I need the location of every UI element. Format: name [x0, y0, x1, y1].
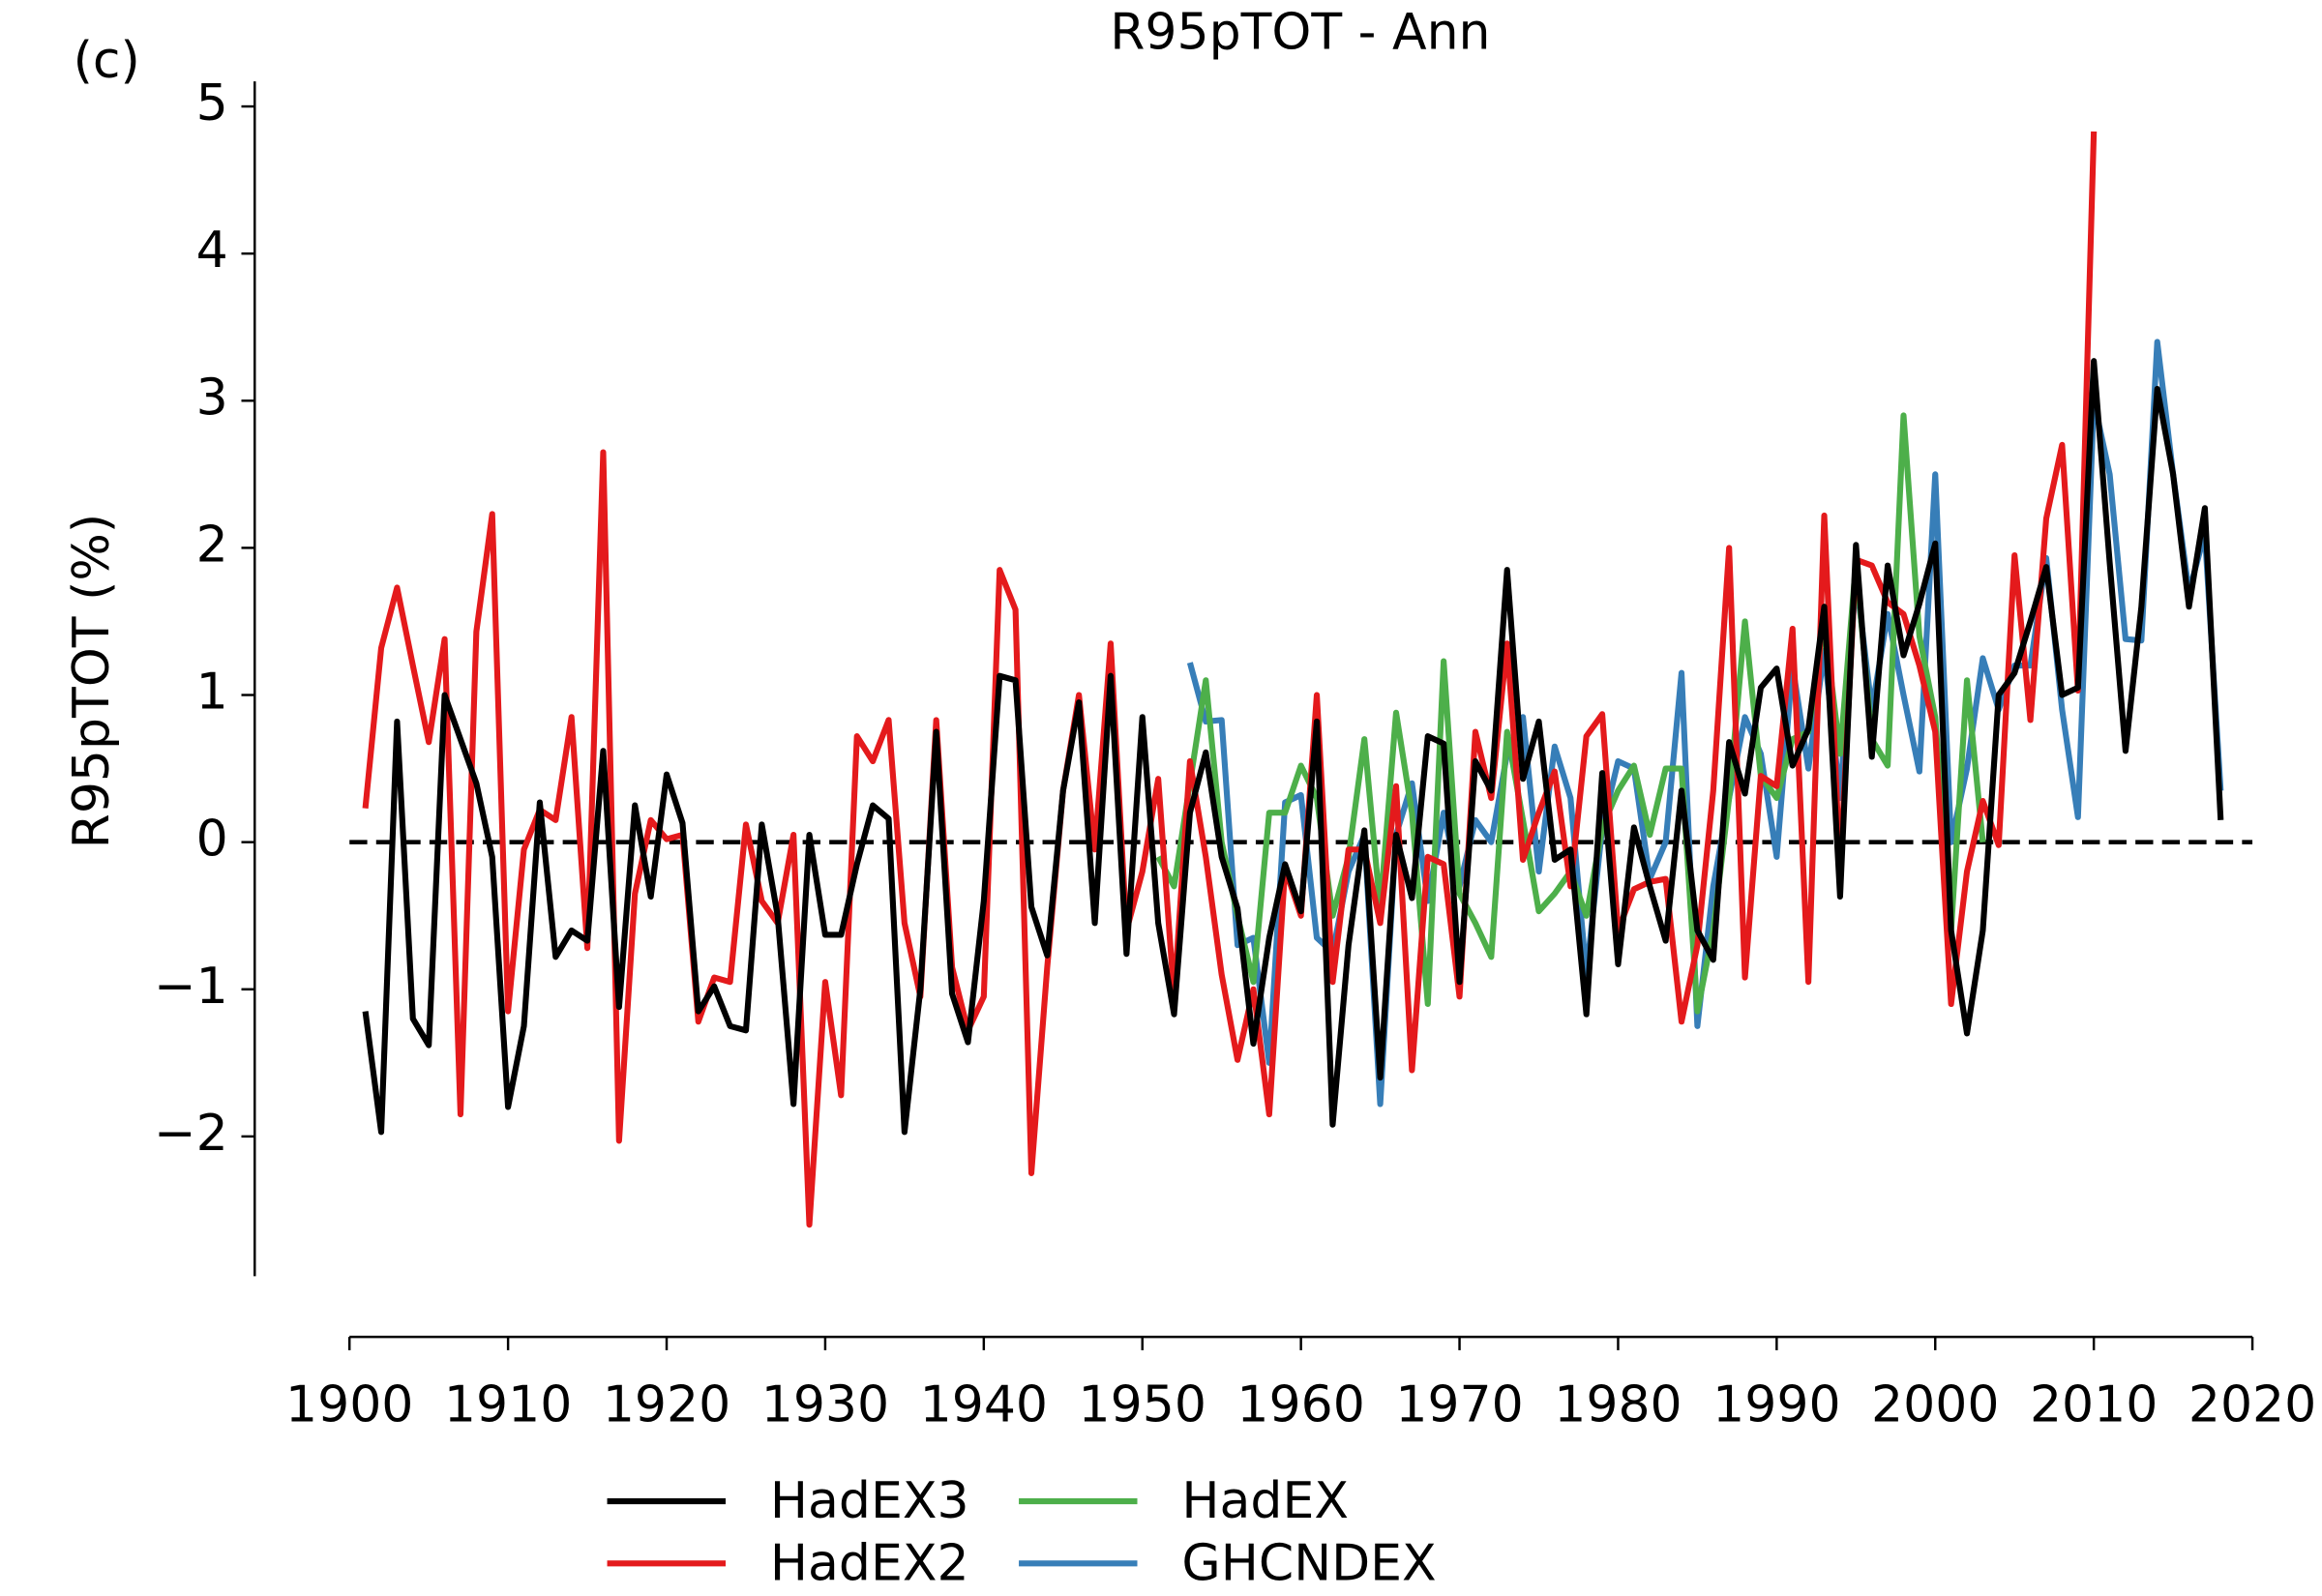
- legend-label: HadEX2: [770, 1534, 969, 1592]
- x-tick-label: 1900: [285, 1376, 413, 1434]
- x-tick-label: 1980: [1554, 1376, 1682, 1434]
- y-tick-label: −2: [154, 1105, 228, 1163]
- legend-label: GHCNDEX: [1181, 1534, 1436, 1592]
- series-line: [362, 131, 2098, 1228]
- y-tick-label: 1: [196, 664, 228, 722]
- x-tick-label: 1940: [920, 1376, 1048, 1434]
- panel-label: (c): [74, 32, 140, 90]
- x-tick-label: 1950: [1079, 1376, 1206, 1434]
- x-tick-label: 1920: [603, 1376, 730, 1434]
- y-axis-label: R95pTOT (%): [63, 514, 121, 849]
- x-tick-label: 1930: [761, 1376, 889, 1434]
- legend-label: HadEX: [1181, 1472, 1349, 1530]
- x-tick-label: 1960: [1236, 1376, 1364, 1434]
- x-tick-label: 1910: [444, 1376, 572, 1434]
- series-line: [362, 358, 2224, 1136]
- y-tick-label: 5: [196, 74, 228, 133]
- chart-title: R95pTOT - Ann: [1110, 4, 1490, 62]
- y-tick-label: −1: [154, 958, 228, 1016]
- x-tick-label: 2020: [2188, 1376, 2316, 1434]
- x-tick-label: 2000: [1871, 1376, 1999, 1434]
- y-tick-label: 2: [196, 516, 228, 574]
- y-tick-label: 3: [196, 369, 228, 427]
- x-tick-label: 2010: [2030, 1376, 2158, 1434]
- legend-label: HadEX3: [770, 1472, 969, 1530]
- y-tick-label: 0: [196, 811, 228, 869]
- x-tick-label: 1970: [1395, 1376, 1523, 1434]
- x-tick-label: 1990: [1712, 1376, 1840, 1434]
- y-tick-label: 4: [196, 222, 228, 280]
